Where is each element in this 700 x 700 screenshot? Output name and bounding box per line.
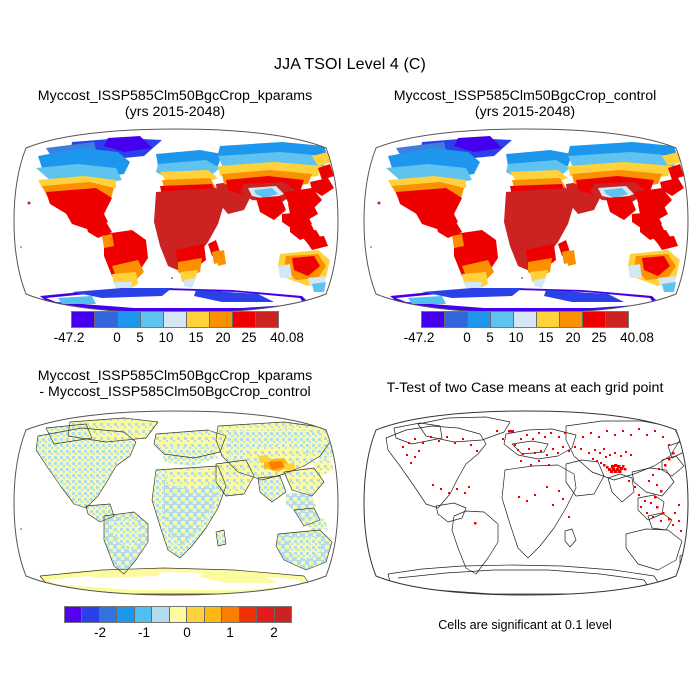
colorbar-strip: [421, 311, 629, 328]
map-ttest-significance[interactable]: [362, 408, 690, 598]
cbar-tick-max: 40.08: [620, 330, 654, 345]
colorbar-tick-labels: -47.2 0 5 10 15 20 25 40.08: [404, 330, 654, 348]
significance-footnote: Cells are significant at 0.1 level: [438, 618, 612, 632]
panel-top-left-title-line2: (yrs 2015-2048): [124, 104, 226, 120]
panel-bottom-left-title-line2: - Myccost_ISSP585Clm50BgcCrop_control: [39, 384, 311, 400]
panel-bottom-right-title: T-Test of two Case means at each grid po…: [350, 380, 700, 396]
cbar-tick-5: 5: [136, 330, 144, 345]
map-tsoi-difference[interactable]: [12, 408, 340, 598]
cbar-tick-20: 20: [565, 330, 581, 345]
map-tsoi-control[interactable]: [362, 126, 690, 316]
panel-bottom-left-title: Myccost_ISSP585Clm50BgcCrop_kparams - My…: [0, 368, 350, 400]
cbar-diff-tick--2: -2: [93, 625, 107, 640]
cbar-tick-5: 5: [486, 330, 494, 345]
page-title: JJA TSOI Level 4 (C): [274, 56, 426, 73]
colorbar-tick-labels: -47.2 0 5 10 15 20 25 40.08: [54, 330, 304, 348]
panel-top-right-title-line1: Myccost_ISSP585Clm50BgcCrop_control: [393, 88, 657, 104]
cbar-tick-min: -47.2: [53, 330, 85, 345]
cbar-diff-tick-2: 2: [270, 625, 278, 640]
panel-top-right-title: Myccost_ISSP585Clm50BgcCrop_control (yrs…: [350, 88, 700, 120]
colorbar-tsoi-difference: -2 -1 0 1 2: [64, 606, 292, 643]
colorbar-strip: [71, 311, 279, 328]
cbar-tick-10: 10: [508, 330, 524, 345]
cbar-tick-10: 10: [158, 330, 174, 345]
cbar-diff-tick--1: -1: [137, 625, 151, 640]
cbar-tick-15: 15: [538, 330, 554, 345]
panel-bottom-right-title-line1: T-Test of two Case means at each grid po…: [386, 380, 664, 396]
panel-top-left: Myccost_ISSP585Clm50BgcCrop_kparams (yrs…: [0, 88, 350, 345]
cbar-tick-25: 25: [241, 330, 257, 345]
panel-top-left-title: Myccost_ISSP585Clm50BgcCrop_kparams (yrs…: [0, 88, 350, 120]
colorbar-tsoi-control: -47.2 0 5 10 15 20 25 40.08: [404, 311, 654, 348]
map-tsoi-kparams[interactable]: [12, 126, 340, 316]
cbar-tick-0: 0: [113, 330, 121, 345]
panel-top-right: Myccost_ISSP585Clm50BgcCrop_control (yrs…: [350, 88, 700, 345]
panel-top-left-title-line1: Myccost_ISSP585Clm50BgcCrop_kparams: [37, 88, 313, 104]
cbar-tick-min: -47.2: [403, 330, 435, 345]
colorbar-tsoi-kparams: -47.2 0 5 10 15 20 25 40.08: [54, 311, 304, 348]
cbar-tick-20: 20: [215, 330, 231, 345]
cbar-tick-max: 40.08: [270, 330, 304, 345]
panel-bottom-left-title-line1: Myccost_ISSP585Clm50BgcCrop_kparams: [37, 368, 313, 384]
colorbar-tick-labels: -2 -1 0 1 2: [64, 625, 292, 643]
cbar-tick-0: 0: [463, 330, 471, 345]
cbar-diff-tick-1: 1: [226, 625, 234, 640]
cbar-diff-tick-0: 0: [183, 625, 191, 640]
panel-top-right-title-line2: (yrs 2015-2048): [474, 104, 576, 120]
cbar-tick-25: 25: [591, 330, 607, 345]
panel-bottom-right: T-Test of two Case means at each grid po…: [350, 380, 700, 638]
colorbar-strip: [64, 606, 292, 623]
cbar-tick-15: 15: [188, 330, 204, 345]
panel-bottom-left: Myccost_ISSP585Clm50BgcCrop_kparams - My…: [0, 368, 350, 640]
